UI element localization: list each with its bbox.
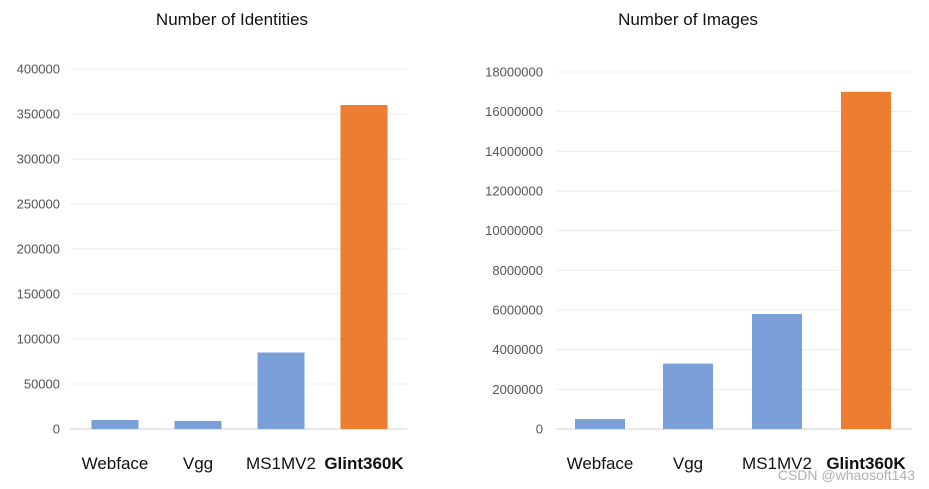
bar [174,420,222,429]
y-tick-label: 50000 [24,377,60,392]
y-tick-label: 350000 [17,107,60,122]
y-tick-label: 200000 [17,242,60,257]
y-tick-label: 150000 [17,287,60,302]
bar [257,352,305,429]
x-tick-label: MS1MV2 [742,454,812,473]
bar [841,91,891,429]
watermark-text: CSDN @whaosoft143 [777,467,915,483]
y-tick-label: 6000000 [492,303,543,318]
chart-title: Number of Identities [156,10,308,29]
chart-title: Number of Images [618,10,758,29]
y-tick-label: 4000000 [492,342,543,357]
x-tick-label: Vgg [673,454,703,473]
x-tick-label: Glint360K [324,454,404,473]
bar [752,313,802,429]
y-tick-label: 12000000 [485,184,543,199]
x-tick-label: MS1MV2 [246,454,316,473]
y-tick-label: 2000000 [492,382,543,397]
bar [575,419,625,429]
bar [340,105,388,429]
y-tick-label: 14000000 [485,144,543,159]
y-tick-label: 10000000 [485,223,543,238]
y-tick-label: 250000 [17,197,60,212]
bar [663,363,713,429]
x-tick-label: Webface [82,454,149,473]
y-tick-label: 8000000 [492,263,543,278]
y-tick-label: 400000 [17,62,60,77]
y-tick-label: 0 [536,422,543,437]
x-tick-label: Glint360K [826,454,906,473]
x-tick-label: Vgg [183,454,213,473]
y-tick-label: 16000000 [485,104,543,119]
bar [91,420,139,429]
y-tick-label: 0 [53,422,60,437]
y-tick-label: 300000 [17,152,60,167]
x-tick-label: Webface [567,454,634,473]
y-tick-label: 100000 [17,332,60,347]
y-tick-label: 18000000 [485,65,543,80]
